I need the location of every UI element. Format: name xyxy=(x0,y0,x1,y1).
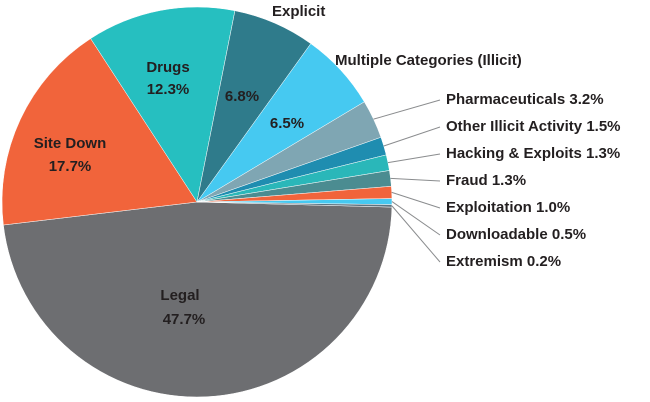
slice-name: Exploitation xyxy=(446,199,532,216)
value-label: 1.0% xyxy=(536,199,570,216)
leader-line xyxy=(391,191,441,209)
slice-label: Explicit xyxy=(272,3,325,20)
value-label: 6.5% xyxy=(270,115,304,132)
pie-slice xyxy=(90,6,236,203)
value-label: 6.8% xyxy=(225,88,259,105)
slice-name: Fraud xyxy=(446,172,488,189)
slice-name: Other Illicit Activity xyxy=(446,118,583,135)
slice-label: Exploitation 1.0% xyxy=(446,199,570,216)
slice-name: Downloadable xyxy=(446,226,548,243)
slice-label: Downloadable 0.5% xyxy=(446,226,586,243)
leader-line xyxy=(391,201,441,236)
value-label: 1.5% xyxy=(586,118,620,135)
slice-label: Other Illicit Activity 1.5% xyxy=(446,118,621,135)
value-label: 0.5% xyxy=(552,226,586,243)
value-label: 0.2% xyxy=(527,253,561,270)
pie-slice xyxy=(3,201,393,398)
slice-name: Extremism xyxy=(446,253,523,270)
slice-label: Legal xyxy=(160,287,199,304)
slice-name: Hacking & Exploits xyxy=(446,145,582,162)
leader-line xyxy=(383,126,441,147)
value-label: 1.3% xyxy=(492,172,526,189)
value-label: 12.3% xyxy=(147,81,190,98)
value-label: 47.7% xyxy=(163,311,206,328)
slice-label: Hacking & Exploits 1.3% xyxy=(446,145,620,162)
leader-line xyxy=(387,153,441,164)
leader-line xyxy=(390,177,441,182)
slice-label: Site Down xyxy=(34,135,107,152)
slice-label: Extremism 0.2% xyxy=(446,253,561,270)
slice-label: Pharmaceuticals 3.2% xyxy=(446,91,604,108)
slice-label: Multiple Categories (Illicit) xyxy=(335,52,522,69)
leader-line xyxy=(373,99,441,120)
slice-name: Pharmaceuticals xyxy=(446,91,565,108)
value-label: 3.2% xyxy=(569,91,603,108)
slice-label: Fraud 1.3% xyxy=(446,172,526,189)
value-label: 1.3% xyxy=(586,145,620,162)
slice-label: Drugs xyxy=(146,59,189,76)
pie-slice xyxy=(1,38,198,226)
leader-line xyxy=(391,205,441,263)
value-label: 17.7% xyxy=(49,158,92,175)
